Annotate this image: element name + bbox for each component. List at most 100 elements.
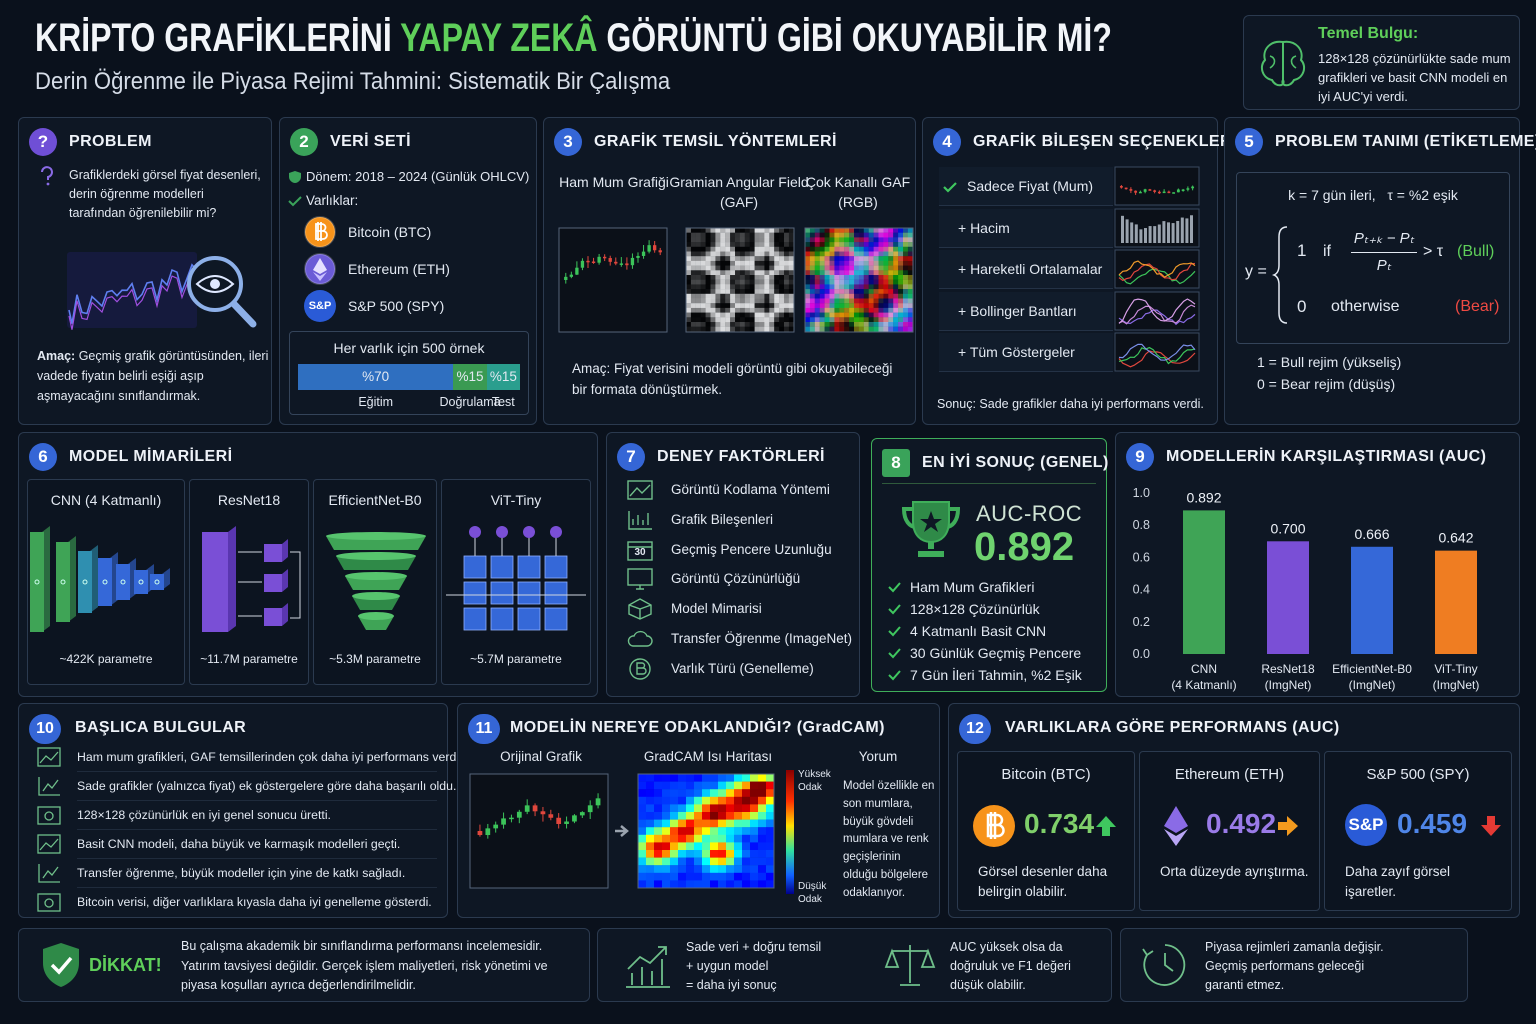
decor [532,805,538,812]
decor [788,326,794,332]
decor [898,246,904,252]
decor [700,270,706,276]
decor [769,256,775,261]
text: Grafiklerdeki görsel fiyat desenleri, de… [69,168,261,220]
decor [759,237,765,243]
decor [1278,816,1298,836]
decor [854,289,859,294]
decor [702,827,711,835]
decor [883,256,889,261]
decor [766,812,775,820]
decor [779,284,785,290]
decor [744,298,750,304]
decor [829,279,835,285]
decor [686,298,691,304]
decor [779,307,785,313]
decor [749,256,755,261]
decor [202,532,228,632]
decor [844,265,850,271]
decor [654,880,663,889]
decor [1118,350,1196,368]
decor [849,289,855,294]
decor [759,317,765,323]
decor [742,804,751,813]
decor [710,289,716,294]
decor [878,279,884,285]
key-finding-text: 128×128 çözünürlükte sade mum grafikleri… [1318,51,1511,104]
model-box: ResNet18 ~11.7M parametre [189,479,309,685]
decor [907,317,913,323]
decor [694,842,703,851]
model-diagram [30,526,170,632]
goal-label: Amaç: [572,361,611,376]
decor [735,275,740,280]
decor [34,579,40,585]
decor [662,834,671,843]
decor [749,303,755,308]
decor [849,312,855,318]
decor [888,307,894,313]
decor [662,804,671,813]
decor [739,303,745,308]
decor [725,251,731,257]
decor [834,246,840,252]
decor [888,232,894,238]
decor [678,880,687,889]
decor [550,526,562,538]
decor [695,303,701,308]
decor [883,279,889,285]
decor [779,326,785,332]
decor [764,289,770,294]
text: Dönem: 2018 – 2024 (Günlük OHLCV) [306,169,530,184]
decor [858,289,864,294]
decor [700,322,706,327]
decor [834,251,840,257]
decor [849,265,855,271]
option-thumbnail [1114,208,1200,247]
decor [873,326,879,332]
decor [37,834,61,854]
badge: 4 [933,128,961,156]
separator [77,800,437,801]
decor [695,265,701,271]
decor [814,256,820,261]
decor [907,242,913,247]
decor [735,307,740,313]
decor [788,256,794,261]
decor [744,260,750,266]
decor [766,865,775,873]
decor [678,781,687,790]
asset-icon [973,805,1015,847]
separator [77,829,437,830]
decor [725,293,731,299]
decor [907,228,913,233]
decor [725,256,731,261]
decor [750,819,759,828]
decor [754,232,760,238]
decor [888,251,894,257]
decor [749,312,755,318]
decor [56,542,70,622]
decor [873,317,879,323]
decor [888,270,894,276]
decor [824,275,830,280]
decor [749,246,755,252]
decor [759,322,765,327]
decor [282,569,288,592]
decor [686,789,695,797]
decor [819,228,825,233]
decor [759,293,765,299]
decor [670,850,679,858]
decor [814,237,820,243]
decor [739,251,745,257]
asset-icon: S&P [304,290,336,322]
decor [898,270,904,276]
decor [1129,189,1133,191]
decor [540,811,546,815]
decor [809,312,815,318]
decor [686,781,695,790]
decor [829,303,835,308]
decor [854,270,859,276]
decor [558,227,668,333]
decor [735,284,740,290]
